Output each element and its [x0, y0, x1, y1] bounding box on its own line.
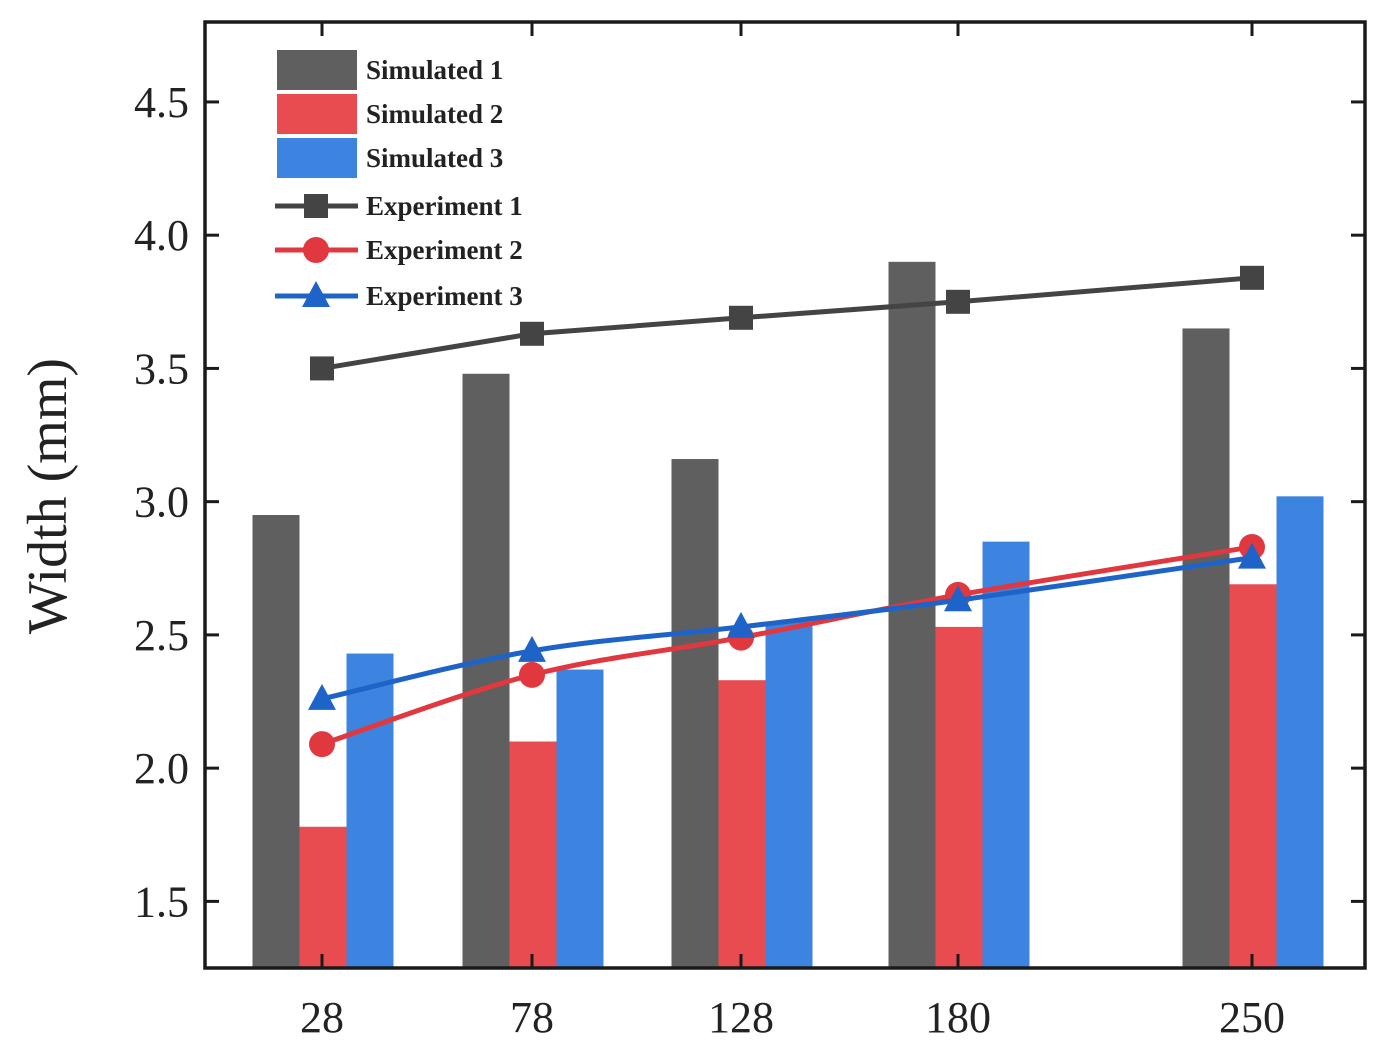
marker-experiment-1-128 — [729, 305, 753, 330]
marker-experiment-2-78 — [519, 661, 545, 688]
x-tick-label: 128 — [708, 993, 774, 1042]
bar-2-180 — [935, 626, 983, 968]
ticks-layer: 1.5 2.0 2.5 3.0 3.5 4.0 4.5 28 78 128 180 250 — [134, 22, 1365, 1042]
bar-1-128 — [671, 459, 719, 968]
bar-3-28 — [346, 653, 394, 968]
bar-3-180 — [982, 541, 1030, 968]
bar-3-78 — [556, 669, 604, 968]
marker-experiment-1-28 — [310, 356, 334, 381]
y-tick-label: 3.5 — [134, 344, 189, 393]
bar-1-28 — [252, 514, 300, 968]
x-tick-label: 78 — [510, 993, 554, 1042]
bar-2-128 — [718, 680, 766, 968]
x-tick-label: 28 — [300, 993, 344, 1042]
bar-1-250 — [1182, 328, 1230, 969]
y-tick-label: 2.0 — [134, 744, 189, 793]
legend-swatch-simulated-2 — [277, 94, 357, 134]
legend-marker-experiment-3 — [302, 281, 330, 307]
legend-label: Simulated 2 — [366, 99, 503, 129]
bar-2-250 — [1229, 584, 1277, 968]
marker-experiment-3-250 — [1238, 542, 1266, 569]
plot-frame — [203, 20, 1367, 970]
legend-label: Experiment 2 — [366, 235, 523, 265]
legend-marker-experiment-2 — [303, 237, 329, 263]
marker-experiment-1-78 — [520, 321, 544, 346]
y-tick-label: 4.5 — [134, 78, 189, 127]
marker-experiment-3-28 — [308, 683, 336, 710]
bar-3-128 — [765, 621, 813, 968]
legend: Simulated 1 Simulated 2 Simulated 3 Experim… — [275, 50, 523, 311]
bar-2-28 — [299, 826, 347, 968]
marker-experiment-2-28 — [309, 731, 335, 758]
y-tick-label: 3.0 — [134, 478, 189, 527]
legend-label: Experiment 1 — [366, 191, 523, 221]
y-tick-label: 4.0 — [134, 211, 189, 260]
marker-experiment-3-78 — [518, 635, 546, 662]
y-axis-title: Width (mm) — [17, 358, 79, 634]
legend-marker-experiment-1 — [304, 194, 328, 218]
bars-layer — [252, 261, 1324, 969]
legend-swatch-simulated-3 — [277, 138, 357, 178]
legend-label: Simulated 3 — [366, 143, 503, 173]
marker-experiment-3-128 — [727, 611, 755, 638]
x-tick-label: 180 — [925, 993, 991, 1042]
bar-3-250 — [1276, 496, 1324, 968]
lines-layer — [308, 265, 1266, 758]
y-tick-label: 2.5 — [134, 611, 189, 660]
marker-experiment-3-180 — [944, 585, 972, 612]
bar-2-78 — [509, 741, 557, 968]
marker-experiment-1-180 — [946, 289, 970, 314]
marker-experiment-1-250 — [1240, 265, 1264, 290]
y-tick-label: 1.5 — [134, 877, 189, 926]
x-tick-label: 250 — [1219, 993, 1285, 1042]
legend-swatch-simulated-1 — [277, 50, 357, 90]
legend-label: Experiment 3 — [366, 281, 523, 311]
legend-label: Simulated 1 — [366, 55, 503, 85]
bar-1-78 — [462, 373, 510, 969]
axes-layer — [203, 20, 1367, 970]
bar-1-180 — [888, 261, 936, 968]
